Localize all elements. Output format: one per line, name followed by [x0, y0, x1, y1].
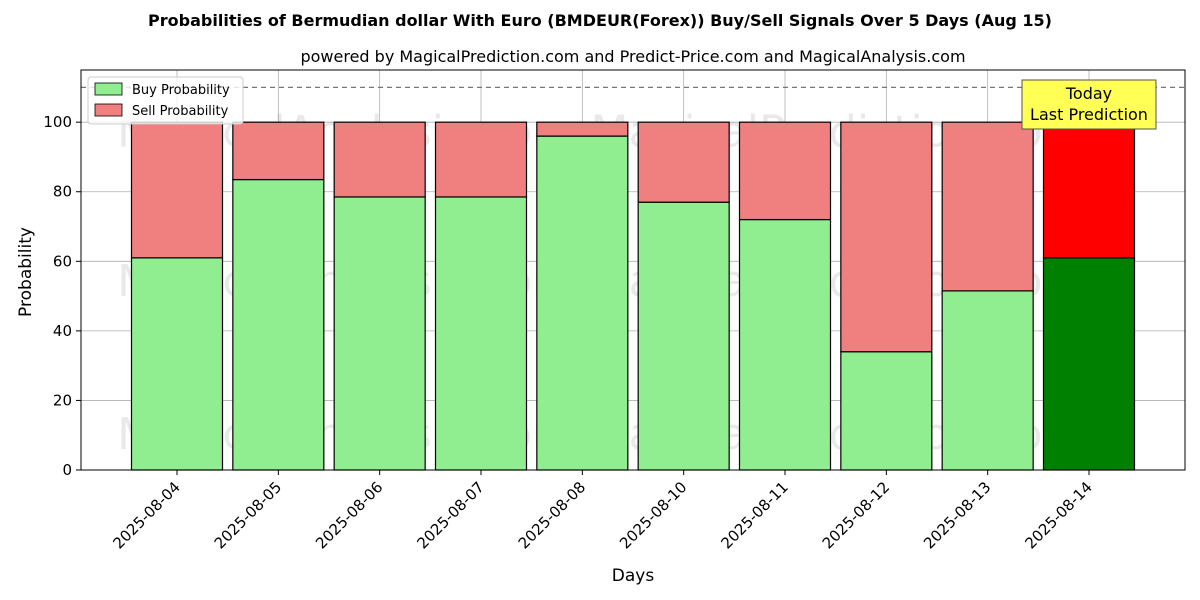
- sell-bar: [941, 121, 1034, 292]
- y-tick-label: 20: [53, 391, 72, 409]
- sell-bar: [637, 121, 730, 203]
- plot-frame: [80, 69, 1186, 471]
- y-tick-label: 100: [43, 113, 72, 131]
- buy-bar: [434, 196, 528, 471]
- today-annotation-box: [1021, 79, 1157, 130]
- sell-bar: [434, 121, 528, 198]
- sell-bar: [232, 121, 325, 181]
- y-tick-label: 40: [53, 322, 72, 340]
- buy-bar: [1042, 257, 1136, 471]
- x-tick-label: 2025-08-10: [616, 478, 690, 552]
- sell-bar: [738, 121, 832, 221]
- x-tick-label: 2025-08-08: [515, 478, 589, 552]
- sell-bar: [130, 121, 224, 259]
- legend-box: [87, 76, 244, 125]
- buy-bar: [333, 196, 426, 471]
- buy-bar: [840, 351, 933, 471]
- legend: Buy Probability Sell Probability: [87, 76, 244, 125]
- buy-bar: [232, 178, 325, 471]
- y-tick-label: 60: [53, 252, 72, 270]
- legend-sell-swatch: [94, 103, 123, 117]
- legend-buy-label: Buy Probability: [132, 83, 230, 98]
- sell-bar: [333, 121, 426, 198]
- sell-bar: [536, 121, 629, 137]
- x-tick-label: 2025-08-06: [312, 478, 386, 552]
- buy-bar: [941, 290, 1034, 471]
- legend-buy-swatch: [94, 82, 123, 96]
- x-tick-label: 2025-08-14: [1021, 478, 1095, 552]
- chart-title: Probabilities of Bermudian dollar With E…: [148, 11, 1052, 30]
- legend-sell-label: Sell Probability: [132, 104, 229, 119]
- sell-bar: [1042, 121, 1136, 259]
- today-annotation-line2: Last Prediction: [1030, 105, 1148, 124]
- x-axis-label: Days: [612, 566, 655, 586]
- x-tick-label: 2025-08-12: [819, 478, 893, 552]
- buy-bar: [536, 135, 629, 471]
- today-annotation: Today Last Prediction: [1021, 79, 1157, 130]
- x-tick-label: 2025-08-04: [109, 478, 183, 552]
- today-annotation-line1: Today: [1065, 84, 1112, 103]
- buy-bar: [130, 257, 224, 471]
- y-tick-label: 80: [53, 183, 72, 201]
- chart-subtitle: powered by MagicalPrediction.com and Pre…: [300, 47, 965, 66]
- x-tick-label: 2025-08-11: [717, 478, 791, 552]
- plot-area: MagicalAnalysis.comMagicalPrediction.com…: [43, 69, 1186, 552]
- x-tick-label: 2025-08-05: [211, 478, 285, 552]
- buy-bar: [637, 201, 730, 471]
- buy-bar: [738, 218, 832, 471]
- y-axis-label: Probability: [16, 227, 36, 317]
- x-tick-label: 2025-08-07: [413, 478, 487, 552]
- sell-bar: [840, 121, 933, 353]
- y-tick-label: 0: [62, 461, 72, 479]
- x-tick-label: 2025-08-13: [920, 478, 994, 552]
